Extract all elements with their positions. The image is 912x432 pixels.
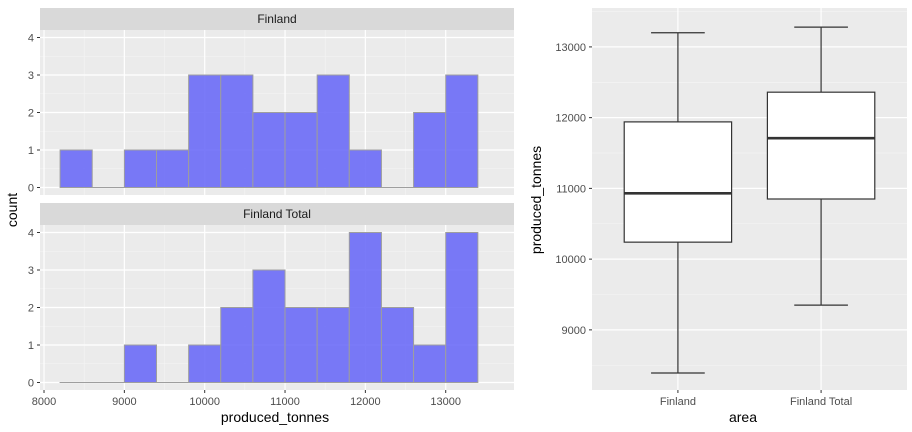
facet-strip: [40, 203, 514, 225]
y-tick-label: 0: [28, 183, 34, 195]
y-tick-label: 2: [28, 108, 34, 120]
histogram-panel: Finland Total 0 1 2 3 4 8000 9000 10000 11000 1200…: [28, 203, 514, 408]
histogram-bar: [284, 112, 318, 188]
x-tick-label: 12000: [350, 396, 381, 408]
histogram-y-axis-title: count: [4, 193, 20, 227]
histogram-bar: [123, 149, 157, 188]
x-tick-label: 11000: [270, 396, 300, 408]
histogram-bar: [220, 307, 254, 383]
histogram-bar: [123, 344, 157, 383]
boxplot-box: [766, 91, 876, 200]
facet-strip-label: Finland Total: [243, 207, 311, 221]
x-tick-label: 13000: [430, 396, 461, 408]
x-tick-label: Finland Total: [790, 396, 852, 408]
histogram-bar: [316, 307, 350, 383]
boxplot-plot: 9000 10000 11000 12000 13000 Finland Finland T…: [555, 8, 907, 408]
y-tick-label: 0: [28, 378, 34, 390]
x-tick-label: 10000: [189, 396, 220, 408]
y-tick-label: 3: [28, 70, 34, 82]
histogram-plot: Finland 0 1 2 3 4 Finland Total 0 1 2 3 4 8000 9000 10…: [28, 8, 514, 408]
y-tick-label: 9000: [562, 325, 586, 337]
histogram-bar: [413, 344, 447, 383]
y-tick-label: 3: [28, 265, 34, 277]
y-tick-label: 2: [28, 303, 34, 315]
histogram-bar: [380, 307, 415, 383]
histogram-bar: [445, 232, 479, 383]
histogram-bar: [348, 232, 382, 383]
y-tick-label: 10000: [555, 254, 586, 266]
histogram-bar: [284, 307, 318, 383]
histogram-bar: [252, 112, 286, 188]
histogram-panel: Finland 0 1 2 3 4: [28, 8, 514, 195]
histogram-bar: [188, 74, 222, 188]
histogram-bar: [348, 149, 382, 188]
histogram-bar: [252, 269, 286, 383]
boxplot-box: [623, 121, 733, 243]
y-tick-label: 1: [28, 340, 34, 352]
histogram-bar: [316, 74, 350, 188]
y-tick-label: 11000: [556, 183, 586, 195]
boxplot-y-axis-title: produced_tonnes: [528, 146, 544, 254]
histogram-bar: [59, 149, 93, 188]
x-tick-label: 9000: [112, 396, 136, 408]
facet-strip: [40, 8, 514, 30]
y-tick-label: 12000: [555, 113, 586, 125]
histogram-bar: [188, 344, 222, 383]
x-tick-label: Finland: [660, 396, 696, 408]
histogram-x-axis-title: produced_tonnes: [221, 409, 329, 425]
y-tick-label: 4: [28, 228, 34, 240]
facet-strip-label: Finland: [257, 12, 296, 26]
y-tick-label: 13000: [555, 42, 586, 54]
x-tick-label: 8000: [32, 396, 56, 408]
y-tick-label: 1: [28, 145, 34, 157]
y-tick-label: 4: [28, 33, 34, 45]
histogram-bar: [445, 74, 479, 188]
boxplot-x-axis-title: area: [729, 409, 757, 425]
histogram-bar: [413, 112, 447, 188]
histogram-bar: [220, 74, 254, 188]
histogram-bar: [155, 149, 190, 188]
boxplot-box-group: [766, 26, 876, 306]
boxplot-box-group: [623, 32, 733, 374]
